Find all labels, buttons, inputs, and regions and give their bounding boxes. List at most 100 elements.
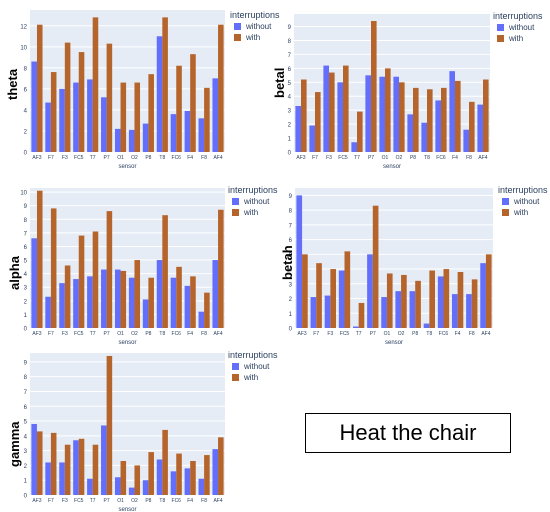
y-tick-label: 9 xyxy=(24,204,28,210)
gamma-bar-chart: 0 1 2 3 4 5 6 7 8 9 AF3 F7 F3 FC5 T7 P7 O1 O2 P8 T8 FC6 F4 F8 A… xyxy=(24,353,225,512)
x-axis-title: sensor xyxy=(118,164,136,170)
bar-with-T7 xyxy=(357,111,363,152)
bar-without-F8 xyxy=(466,294,472,328)
x-tick-label: F7 xyxy=(48,155,54,161)
y-tick-label: 0 xyxy=(289,327,293,333)
bar-without-F7 xyxy=(45,462,51,495)
bar-with-T7 xyxy=(92,444,99,495)
bar-without-T7 xyxy=(87,79,93,152)
y-tick-label: 6 xyxy=(24,87,28,93)
bar-without-F4 xyxy=(451,294,458,328)
y-tick-label: 8 xyxy=(289,209,293,215)
bar-without-T7 xyxy=(87,276,93,328)
bar-without-P7 xyxy=(365,75,371,152)
bar-without-AF4 xyxy=(212,260,219,328)
legend-item-without: without xyxy=(232,197,278,206)
theta-chart-panel: theta 0 2 4 6 8 10 12 AF3 F7 F3 FC5 T7 P7 O1 O2 P8 T8 FC6… xyxy=(0,0,280,170)
legend-item-without: without xyxy=(232,362,278,371)
bar-without-AF4 xyxy=(212,449,219,495)
bar-with-O1 xyxy=(120,82,127,152)
x-tick-label: P7 xyxy=(104,155,110,161)
y-tick-label: 1 xyxy=(24,313,28,319)
x-tick-label: FC5 xyxy=(74,331,84,337)
bar-with-P7 xyxy=(106,211,113,328)
legend-label-with: with xyxy=(244,373,259,382)
legend-swatch-without xyxy=(232,198,239,205)
x-tick-label: O1 xyxy=(117,331,124,337)
y-tick-label: 4 xyxy=(24,272,28,278)
y-tick-label: 4 xyxy=(288,95,292,101)
x-tick-label: AF3 xyxy=(297,331,306,337)
bar-with-AF4 xyxy=(218,437,224,495)
alpha-legend: interruptions without with xyxy=(228,185,278,219)
x-tick-label: F3 xyxy=(62,155,68,161)
x-tick-label: F4 xyxy=(187,155,193,161)
legend-label-without: without xyxy=(509,23,535,32)
x-tick-label: T7 xyxy=(90,155,96,161)
x-tick-label: F8 xyxy=(201,498,207,504)
x-tick-label: T7 xyxy=(356,331,362,337)
legend-label-with: with xyxy=(244,208,259,217)
bar-without-AF3 xyxy=(31,61,37,152)
x-tick-label: P8 xyxy=(145,498,151,504)
legend-swatch-with xyxy=(502,209,509,216)
bar-without-FC5 xyxy=(73,440,79,495)
x-tick-label: F7 xyxy=(48,331,54,337)
bar-with-AF3 xyxy=(301,79,307,152)
bar-with-AF3 xyxy=(36,190,43,328)
bar-with-P7 xyxy=(106,43,113,153)
bar-with-F4 xyxy=(190,276,196,328)
bar-with-AF3 xyxy=(36,24,43,153)
bar-with-F8 xyxy=(204,455,210,495)
bar-with-T8 xyxy=(162,429,168,495)
bar-with-O2 xyxy=(134,260,141,328)
bar-without-O2 xyxy=(128,129,135,152)
x-tick-label: O2 xyxy=(131,331,138,337)
legend-swatch-without xyxy=(232,363,239,370)
bar-without-FC6 xyxy=(435,100,441,152)
bar-without-O2 xyxy=(395,291,402,328)
bar-without-T8 xyxy=(156,260,163,328)
y-tick-label: 0 xyxy=(288,151,292,157)
x-tick-label: F7 xyxy=(312,155,318,161)
theta-y-axis-label: theta xyxy=(5,68,20,100)
bar-without-F4 xyxy=(184,468,191,495)
y-tick-label: 5 xyxy=(289,253,293,259)
y-tick-label: 7 xyxy=(289,223,293,229)
x-tick-label: T7 xyxy=(90,498,96,504)
x-tick-label: AF4 xyxy=(213,498,222,504)
y-tick-label: 8 xyxy=(288,39,292,45)
bar-with-AF3 xyxy=(36,431,43,495)
betah-bar-chart: 0 1 2 3 4 5 6 7 8 9 AF3 F7 F3 FC5 T7 P7 O1 O2 P8 T8 FC6 F4 F8 A… xyxy=(289,188,493,346)
legend-label-with: with xyxy=(509,34,524,43)
bar-without-F4 xyxy=(184,110,191,152)
bar-without-P8 xyxy=(142,123,149,152)
bar-with-P8 xyxy=(415,280,421,328)
x-tick-label: FC5 xyxy=(338,155,348,161)
legend-swatch-without xyxy=(234,23,241,30)
bar-with-F8 xyxy=(469,101,475,152)
alpha-bar-chart: 0 1 2 3 4 5 6 7 8 9 10 AF3 F7 F3 FC5 T7 P7 O1 O2 P8 T8 FC6 F4 F… xyxy=(20,188,225,346)
bar-with-P8 xyxy=(148,277,154,328)
bar-without-F3 xyxy=(324,295,331,328)
y-tick-label: 0 xyxy=(24,494,28,500)
y-tick-label: 2 xyxy=(24,464,28,470)
y-tick-label: 1 xyxy=(289,312,293,318)
y-tick-label: 6 xyxy=(24,245,28,251)
bar-with-O2 xyxy=(401,274,407,328)
x-tick-label: AF3 xyxy=(296,155,305,161)
legend-title: interruptions xyxy=(498,185,548,195)
bar-without-O2 xyxy=(128,487,135,495)
bar-without-F3 xyxy=(323,65,329,152)
x-tick-label: O1 xyxy=(382,155,389,161)
y-tick-label: 2 xyxy=(289,297,293,303)
bar-without-P7 xyxy=(101,97,107,152)
bar-without-FC5 xyxy=(338,270,345,328)
legend-item-with: with xyxy=(502,208,548,217)
bar-without-O1 xyxy=(379,76,385,152)
x-tick-label: FC5 xyxy=(74,155,84,161)
bar-without-AF4 xyxy=(480,263,486,328)
x-tick-label: P7 xyxy=(368,155,374,161)
bar-with-F3 xyxy=(330,269,337,328)
x-tick-label: P8 xyxy=(412,331,418,337)
